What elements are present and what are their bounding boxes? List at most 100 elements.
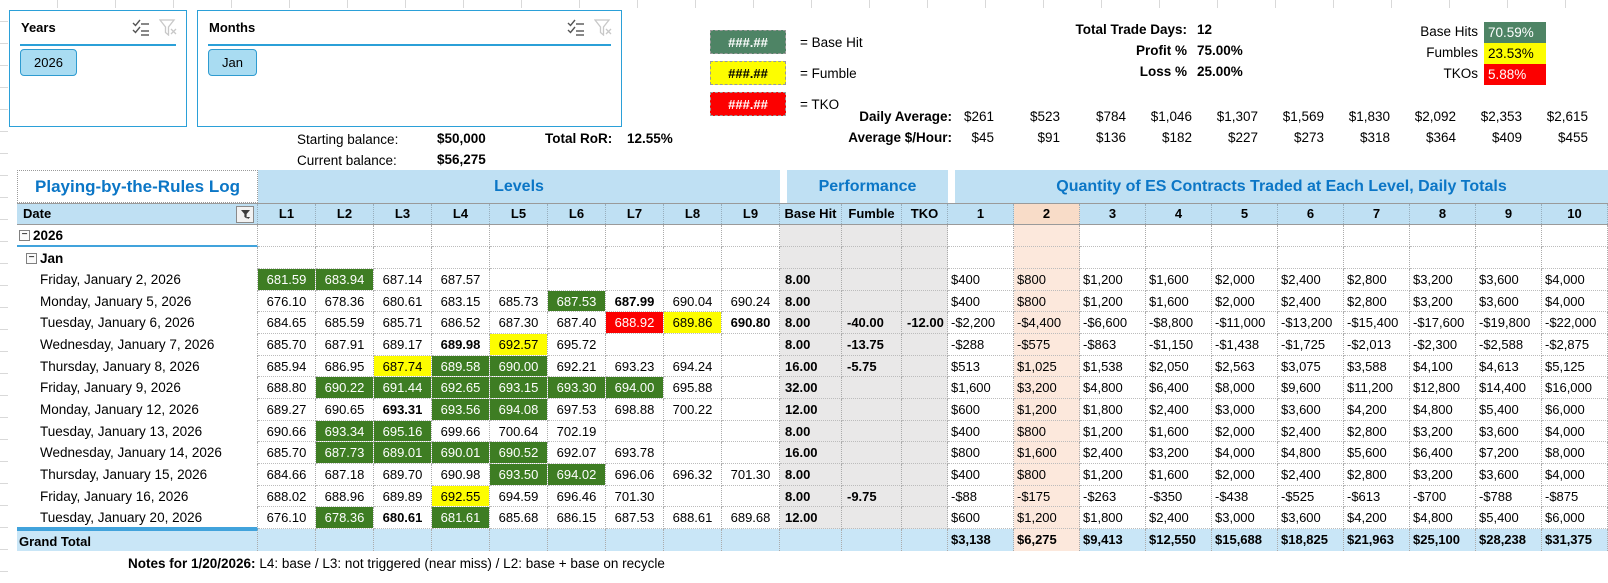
level-cell[interactable]: 690.22 <box>316 377 374 399</box>
performance-cell[interactable]: -9.75 <box>842 485 902 508</box>
quantity-cell[interactable]: -$2,200 <box>948 312 1014 334</box>
quantity-cell[interactable]: -$88 <box>948 485 1014 508</box>
level-cell[interactable]: 701.30 <box>722 463 780 486</box>
performance-cell[interactable]: 8.00 <box>780 420 842 443</box>
grand-total-quantity-cell[interactable]: $21,963 <box>1344 528 1410 551</box>
level-cell[interactable]: 693.56 <box>432 398 490 421</box>
quantity-cell[interactable]: $513 <box>948 355 1014 378</box>
quantity-cell[interactable] <box>1476 225 1542 247</box>
row-date[interactable]: Friday, January 16, 2026 <box>17 485 258 508</box>
level-cell[interactable] <box>722 420 780 443</box>
quantity-cell[interactable]: $9,600 <box>1278 377 1344 399</box>
quantity-cell[interactable]: $3,075 <box>1278 355 1344 378</box>
level-cell[interactable]: 692.07 <box>548 442 606 464</box>
level-cell[interactable] <box>664 225 722 247</box>
quantity-cell[interactable]: $3,200 <box>1146 442 1212 464</box>
quantity-cell[interactable]: $3,600 <box>1278 398 1344 421</box>
quantity-cell[interactable]: $1,600 <box>1146 269 1212 291</box>
row-date[interactable]: Thursday, January 8, 2026 <box>17 355 258 378</box>
quantity-cell[interactable]: -$2,875 <box>1542 333 1608 356</box>
performance-cell[interactable] <box>902 420 948 443</box>
row-date[interactable]: Tuesday, January 20, 2026 <box>17 507 258 529</box>
level-cell[interactable]: 690.24 <box>722 290 780 313</box>
level-cell[interactable]: 684.66 <box>258 463 316 486</box>
level-cell[interactable]: 701.30 <box>606 485 664 508</box>
quantity-cell[interactable]: $1,200 <box>1080 463 1146 486</box>
level-cell[interactable] <box>258 225 316 247</box>
level-cell[interactable]: 702.19 <box>548 420 606 443</box>
level-cell[interactable]: 690.98 <box>432 463 490 486</box>
level-cell[interactable] <box>664 442 722 464</box>
quantity-cell[interactable]: $1,200 <box>1014 507 1080 529</box>
performance-cell[interactable]: 8.00 <box>780 312 842 334</box>
level-cell[interactable]: 685.70 <box>258 442 316 464</box>
level-cell[interactable]: 685.94 <box>258 355 316 378</box>
quantity-cell[interactable]: $2,000 <box>1212 269 1278 291</box>
level-cell[interactable]: 693.31 <box>374 398 432 421</box>
quantity-cell[interactable]: $6,400 <box>1410 442 1476 464</box>
level-cell[interactable]: 692.55 <box>432 485 490 508</box>
quantity-cell[interactable]: $1,200 <box>1014 398 1080 421</box>
quantity-cell[interactable]: $5,400 <box>1476 398 1542 421</box>
quantity-cell[interactable]: -$17,600 <box>1410 312 1476 334</box>
quantity-cell[interactable]: -$1,438 <box>1212 333 1278 356</box>
quantity-cell[interactable]: $8,000 <box>1212 377 1278 399</box>
level-cell[interactable] <box>664 485 722 508</box>
quantity-cell[interactable]: $4,800 <box>1410 507 1476 529</box>
level-cell[interactable]: 685.70 <box>258 333 316 356</box>
quantity-cell[interactable]: $5,125 <box>1542 355 1608 378</box>
quantity-cell[interactable] <box>1278 225 1344 247</box>
performance-cell[interactable] <box>902 290 948 313</box>
quantity-cell[interactable]: $2,000 <box>1212 290 1278 313</box>
quantity-cell[interactable]: $3,600 <box>1476 420 1542 443</box>
clear-filter-icon[interactable] <box>594 19 612 36</box>
performance-cell[interactable] <box>842 377 902 399</box>
quantity-cell[interactable] <box>1146 225 1212 247</box>
level-cell[interactable]: 685.73 <box>490 290 548 313</box>
row-date[interactable]: Monday, January 12, 2026 <box>17 398 258 421</box>
quantity-cell[interactable] <box>1344 247 1410 269</box>
level-column-header[interactable]: L9 <box>722 204 780 224</box>
quantity-cell[interactable]: -$263 <box>1080 485 1146 508</box>
level-cell[interactable] <box>722 333 780 356</box>
level-cell[interactable] <box>606 528 664 551</box>
level-cell[interactable] <box>606 269 664 291</box>
level-column-header[interactable]: L5 <box>490 204 548 224</box>
level-cell[interactable] <box>664 333 722 356</box>
level-cell[interactable] <box>374 247 432 269</box>
level-cell[interactable]: 686.52 <box>432 312 490 334</box>
level-cell[interactable] <box>374 225 432 247</box>
quantity-column-header[interactable]: 5 <box>1212 204 1278 224</box>
quantity-cell[interactable] <box>1542 247 1608 269</box>
level-cell[interactable]: 680.61 <box>374 290 432 313</box>
grand-total-label[interactable]: Grand Total <box>17 528 258 551</box>
quantity-cell[interactable]: $800 <box>1014 269 1080 291</box>
level-cell[interactable]: 698.88 <box>606 398 664 421</box>
quantity-cell[interactable]: $2,800 <box>1344 463 1410 486</box>
quantity-cell[interactable]: $1,600 <box>1014 442 1080 464</box>
level-cell[interactable]: 693.50 <box>490 463 548 486</box>
performance-cell[interactable] <box>902 377 948 399</box>
quantity-cell[interactable] <box>1146 247 1212 269</box>
quantity-column-header[interactable]: 1 <box>948 204 1014 224</box>
quantity-cell[interactable]: $2,400 <box>1146 507 1212 529</box>
performance-cell[interactable]: 8.00 <box>780 290 842 313</box>
multiselect-icon[interactable] <box>567 19 585 36</box>
level-cell[interactable]: 693.23 <box>606 355 664 378</box>
quantity-cell[interactable]: -$350 <box>1146 485 1212 508</box>
level-cell[interactable]: 689.86 <box>664 312 722 334</box>
quantity-cell[interactable] <box>1542 225 1608 247</box>
quantity-cell[interactable]: $6,000 <box>1542 507 1608 529</box>
quantity-cell[interactable]: -$6,600 <box>1080 312 1146 334</box>
quantity-cell[interactable]: $4,800 <box>1080 377 1146 399</box>
level-cell[interactable]: 689.27 <box>258 398 316 421</box>
performance-cell[interactable] <box>842 528 902 551</box>
level-cell[interactable] <box>490 225 548 247</box>
level-cell[interactable]: 676.10 <box>258 290 316 313</box>
quantity-cell[interactable] <box>1212 247 1278 269</box>
level-cell[interactable]: 687.40 <box>548 312 606 334</box>
quantity-cell[interactable]: $3,600 <box>1476 269 1542 291</box>
level-cell[interactable] <box>490 269 548 291</box>
quantity-cell[interactable]: -$288 <box>948 333 1014 356</box>
level-cell[interactable]: 685.68 <box>490 507 548 529</box>
